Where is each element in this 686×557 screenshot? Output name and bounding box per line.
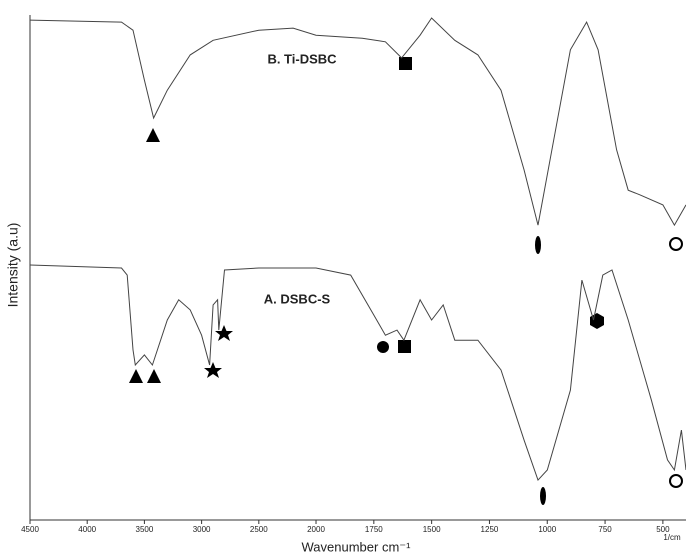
circle-marker	[669, 474, 683, 488]
circle-marker	[669, 237, 683, 251]
x-tick-label: 1250	[481, 525, 499, 534]
series-label: A. DSBC-S	[264, 291, 331, 306]
ellipse-marker	[535, 236, 541, 254]
spectrum-line	[29, 17, 686, 227]
x-tick-label: 4000	[78, 525, 96, 534]
band-markers	[129, 57, 683, 505]
star-marker	[204, 362, 222, 378]
triangle-marker	[146, 128, 160, 142]
series-label: B. Ti-DSBC	[267, 51, 337, 66]
x-tick-label: 1000	[538, 525, 556, 534]
x-tick-label: 2500	[250, 525, 268, 534]
x-tick-label: 750	[598, 525, 612, 534]
circle-marker	[377, 341, 389, 353]
x-tick-label: 3500	[136, 525, 154, 534]
x-tick-label: 1500	[423, 525, 441, 534]
x-axis-title: Wavenumber cm⁻¹	[302, 539, 412, 554]
ellipse-marker	[540, 487, 546, 505]
triangle-marker	[129, 369, 143, 383]
x-tick-label: 2000	[307, 525, 325, 534]
star-marker	[215, 325, 233, 341]
spectrum-line	[29, 264, 686, 482]
square-marker	[398, 340, 411, 353]
triangle-marker	[147, 369, 161, 383]
hexagon-marker	[590, 313, 604, 329]
x-tick-label: 3000	[193, 525, 211, 534]
square-marker	[399, 57, 412, 70]
x-unit: 1/cm	[663, 533, 681, 542]
x-tick-label: 1750	[365, 525, 383, 534]
x-tick-label: 500	[656, 525, 670, 534]
x-tick-label: 4500	[21, 525, 39, 534]
y-axis-title: Intensity (a.u)	[5, 223, 21, 308]
